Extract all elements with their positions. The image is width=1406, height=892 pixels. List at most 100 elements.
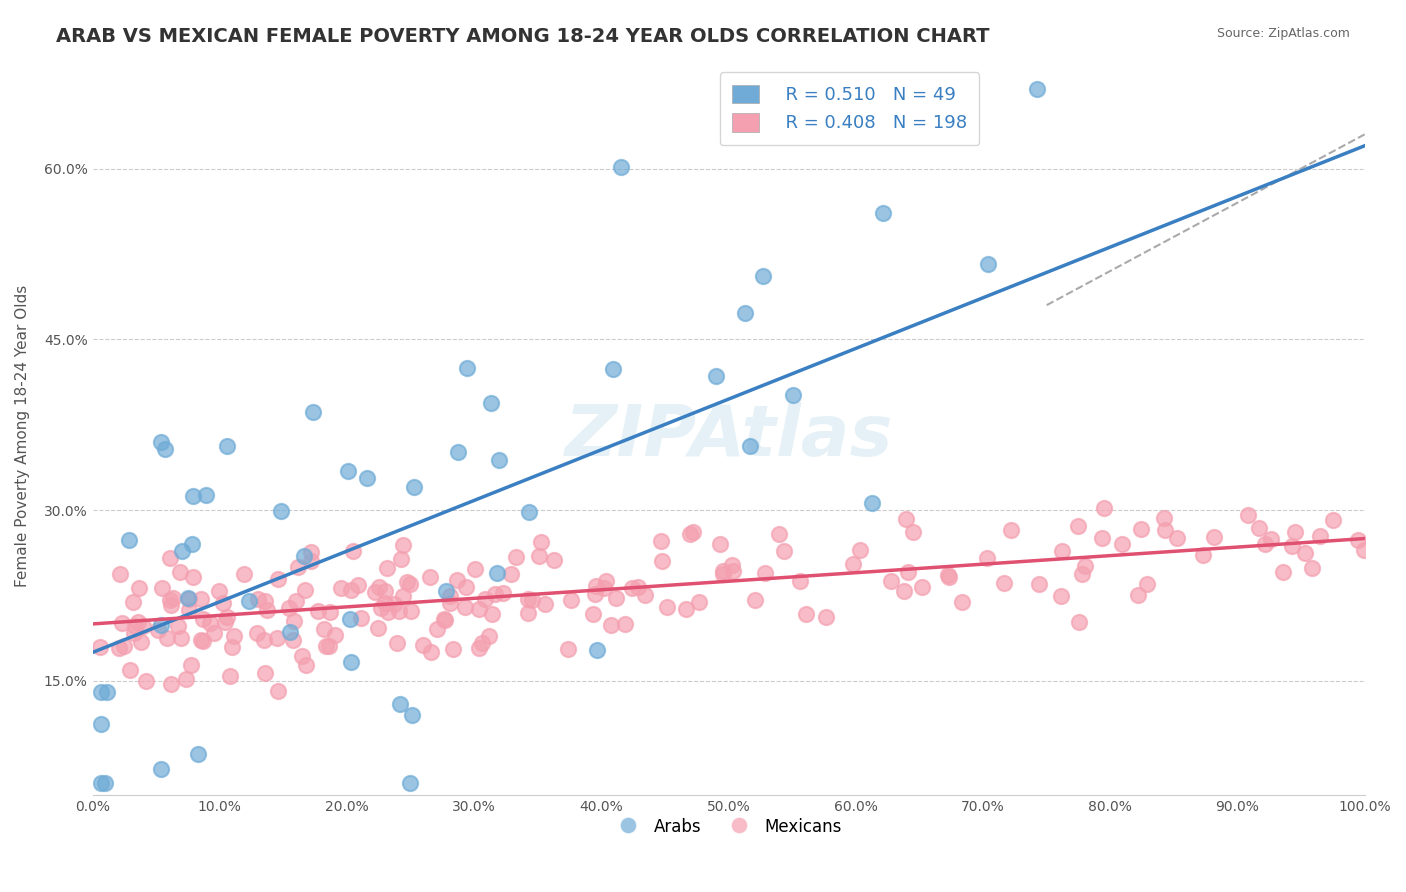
Point: [634, 588, 657, 602]
Point: [655, 600, 678, 615]
Point: [1347, 533, 1369, 547]
Point: [872, 206, 894, 220]
Point: [267, 683, 290, 698]
Point: [160, 598, 183, 612]
Point: [339, 655, 361, 669]
Text: ZIPAtlas: ZIPAtlas: [564, 401, 893, 471]
Point: [582, 607, 605, 622]
Point: [340, 582, 363, 597]
Point: [704, 368, 727, 383]
Point: [446, 573, 468, 587]
Point: [1135, 577, 1157, 591]
Point: [1166, 531, 1188, 545]
Point: [1049, 589, 1071, 603]
Point: [124, 626, 146, 640]
Point: [246, 626, 269, 640]
Point: [1129, 522, 1152, 536]
Point: [583, 587, 606, 601]
Point: [468, 641, 491, 656]
Point: [238, 594, 260, 608]
Point: [1092, 501, 1115, 516]
Point: [412, 638, 434, 652]
Point: [295, 657, 318, 672]
Point: [129, 635, 152, 649]
Point: [156, 631, 179, 645]
Point: [150, 434, 173, 449]
Point: [1202, 530, 1225, 544]
Point: [170, 632, 193, 646]
Point: [267, 572, 290, 586]
Point: [382, 597, 405, 611]
Point: [993, 576, 1015, 591]
Point: [191, 612, 214, 626]
Point: [711, 566, 734, 581]
Point: [270, 504, 292, 518]
Point: [1254, 537, 1277, 551]
Point: [1260, 532, 1282, 546]
Point: [936, 568, 959, 582]
Point: [773, 544, 796, 558]
Point: [478, 629, 501, 643]
Point: [169, 566, 191, 580]
Point: [1294, 547, 1316, 561]
Point: [1353, 542, 1375, 557]
Point: [481, 607, 503, 622]
Point: [605, 591, 627, 605]
Point: [543, 552, 565, 566]
Point: [614, 617, 637, 632]
Point: [896, 512, 918, 526]
Point: [721, 558, 744, 573]
Point: [377, 606, 399, 620]
Point: [399, 576, 422, 591]
Point: [315, 640, 337, 654]
Point: [1071, 567, 1094, 582]
Point: [849, 542, 872, 557]
Point: [266, 631, 288, 645]
Point: [385, 636, 408, 650]
Point: [627, 580, 650, 594]
Point: [439, 596, 461, 610]
Point: [491, 586, 513, 600]
Point: [1192, 548, 1215, 562]
Point: [120, 663, 142, 677]
Point: [329, 581, 352, 595]
Point: [150, 581, 173, 595]
Point: [218, 669, 240, 683]
Point: [557, 642, 579, 657]
Point: [159, 551, 181, 566]
Point: [1067, 615, 1090, 629]
Point: [181, 537, 204, 551]
Point: [222, 630, 245, 644]
Point: [124, 619, 146, 633]
Point: [302, 404, 325, 418]
Point: [285, 593, 308, 607]
Point: [585, 642, 607, 657]
Point: [283, 633, 305, 648]
Point: [738, 439, 761, 453]
Point: [446, 444, 468, 458]
Point: [395, 574, 418, 589]
Point: [221, 640, 243, 655]
Point: [323, 628, 346, 642]
Point: [89, 640, 111, 654]
Point: [399, 776, 422, 790]
Point: [842, 558, 865, 572]
Point: [122, 595, 145, 609]
Point: [1309, 529, 1331, 543]
Point: [1247, 521, 1270, 535]
Point: [1067, 519, 1090, 533]
Point: [479, 396, 502, 410]
Point: [517, 606, 540, 620]
Point: [1000, 523, 1022, 537]
Point: [675, 602, 697, 616]
Point: [299, 545, 322, 559]
Point: [752, 268, 775, 283]
Point: [419, 570, 441, 584]
Point: [901, 524, 924, 539]
Y-axis label: Female Poverty Among 18-24 Year Olds: Female Poverty Among 18-24 Year Olds: [15, 285, 30, 587]
Point: [474, 592, 496, 607]
Point: [454, 599, 477, 614]
Point: [650, 534, 672, 549]
Point: [287, 559, 309, 574]
Point: [723, 565, 745, 579]
